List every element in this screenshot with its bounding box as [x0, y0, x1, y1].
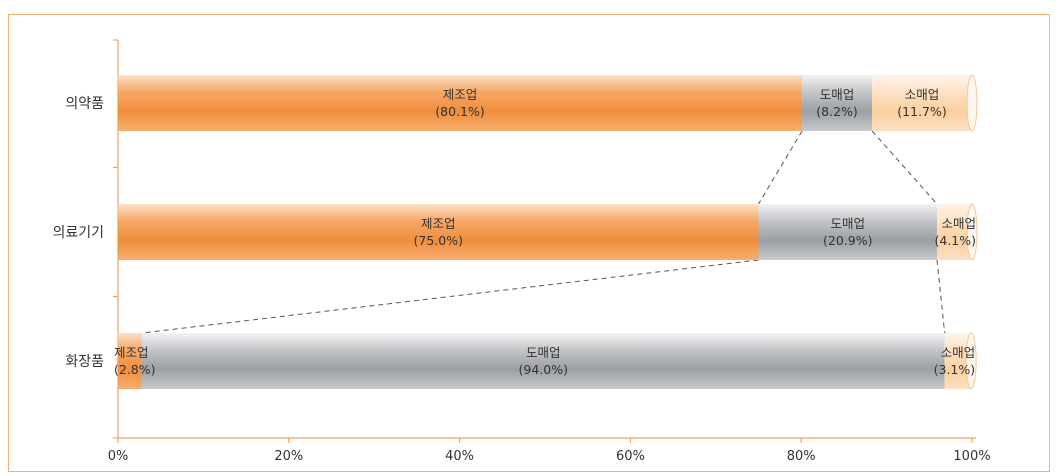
category-label-0: 의약품: [65, 96, 104, 112]
x-tick-label-100: 100%: [953, 449, 990, 464]
segment-name-0-1: 도매업: [820, 87, 855, 102]
category-label-2: 화장품: [65, 354, 104, 370]
x-tick-label-20: 20%: [274, 449, 303, 464]
bar-segment-1-2: [936, 204, 972, 260]
segment-name-0-2: 소매업: [905, 87, 940, 102]
bar-segment-2-1: [141, 333, 945, 389]
segment-value-1-2: (4.1%): [934, 233, 976, 248]
segment-value-1-1: (20.9%): [823, 233, 872, 248]
bar-segment-2-0: [118, 333, 142, 389]
bar-end-cap-2: [965, 332, 977, 390]
bar-segment-0-0: [118, 75, 803, 131]
connector-left-0: [758, 130, 803, 205]
category-label-1: 의료기기: [52, 225, 104, 241]
x-tick-label-80: 80%: [787, 449, 816, 464]
x-tick-label-0: 0%: [108, 449, 129, 464]
segment-name-1-1: 도매업: [830, 216, 865, 231]
bar-segment-1-0: [118, 204, 759, 260]
connector-right-1: [936, 259, 946, 334]
bar-segment-1-1: [758, 204, 937, 260]
connector-right-0: [871, 130, 938, 205]
segment-value-2-0: (2.8%): [114, 362, 156, 377]
segment-name-0-0: 제조업: [443, 87, 478, 102]
segment-name-1-0: 제조업: [421, 216, 456, 231]
connector-left-1: [141, 259, 759, 334]
bar-end-cap-1: [966, 203, 978, 261]
segment-name-2-0: 제조업: [114, 345, 149, 360]
segment-name-2-1: 도매업: [526, 345, 561, 360]
x-tick-label-40: 40%: [445, 449, 474, 464]
segment-value-0-1: (8.2%): [816, 104, 858, 119]
bar-segment-0-2: [872, 75, 972, 131]
segment-value-2-2: (3.1%): [934, 362, 976, 377]
chart-frame: [8, 14, 1050, 472]
x-tick-label-60: 60%: [616, 449, 645, 464]
bar-end-cap-0: [966, 74, 978, 132]
segment-value-0-0: (80.1%): [435, 104, 484, 119]
segment-value-2-1: (94.0%): [519, 362, 568, 377]
segment-name-2-2: 소매업: [941, 345, 976, 360]
segment-value-1-0: (75.0%): [414, 233, 463, 248]
segment-name-1-2: 소매업: [941, 216, 976, 231]
segment-value-0-2: (11.7%): [897, 104, 946, 119]
bar-segment-0-1: [802, 75, 873, 131]
